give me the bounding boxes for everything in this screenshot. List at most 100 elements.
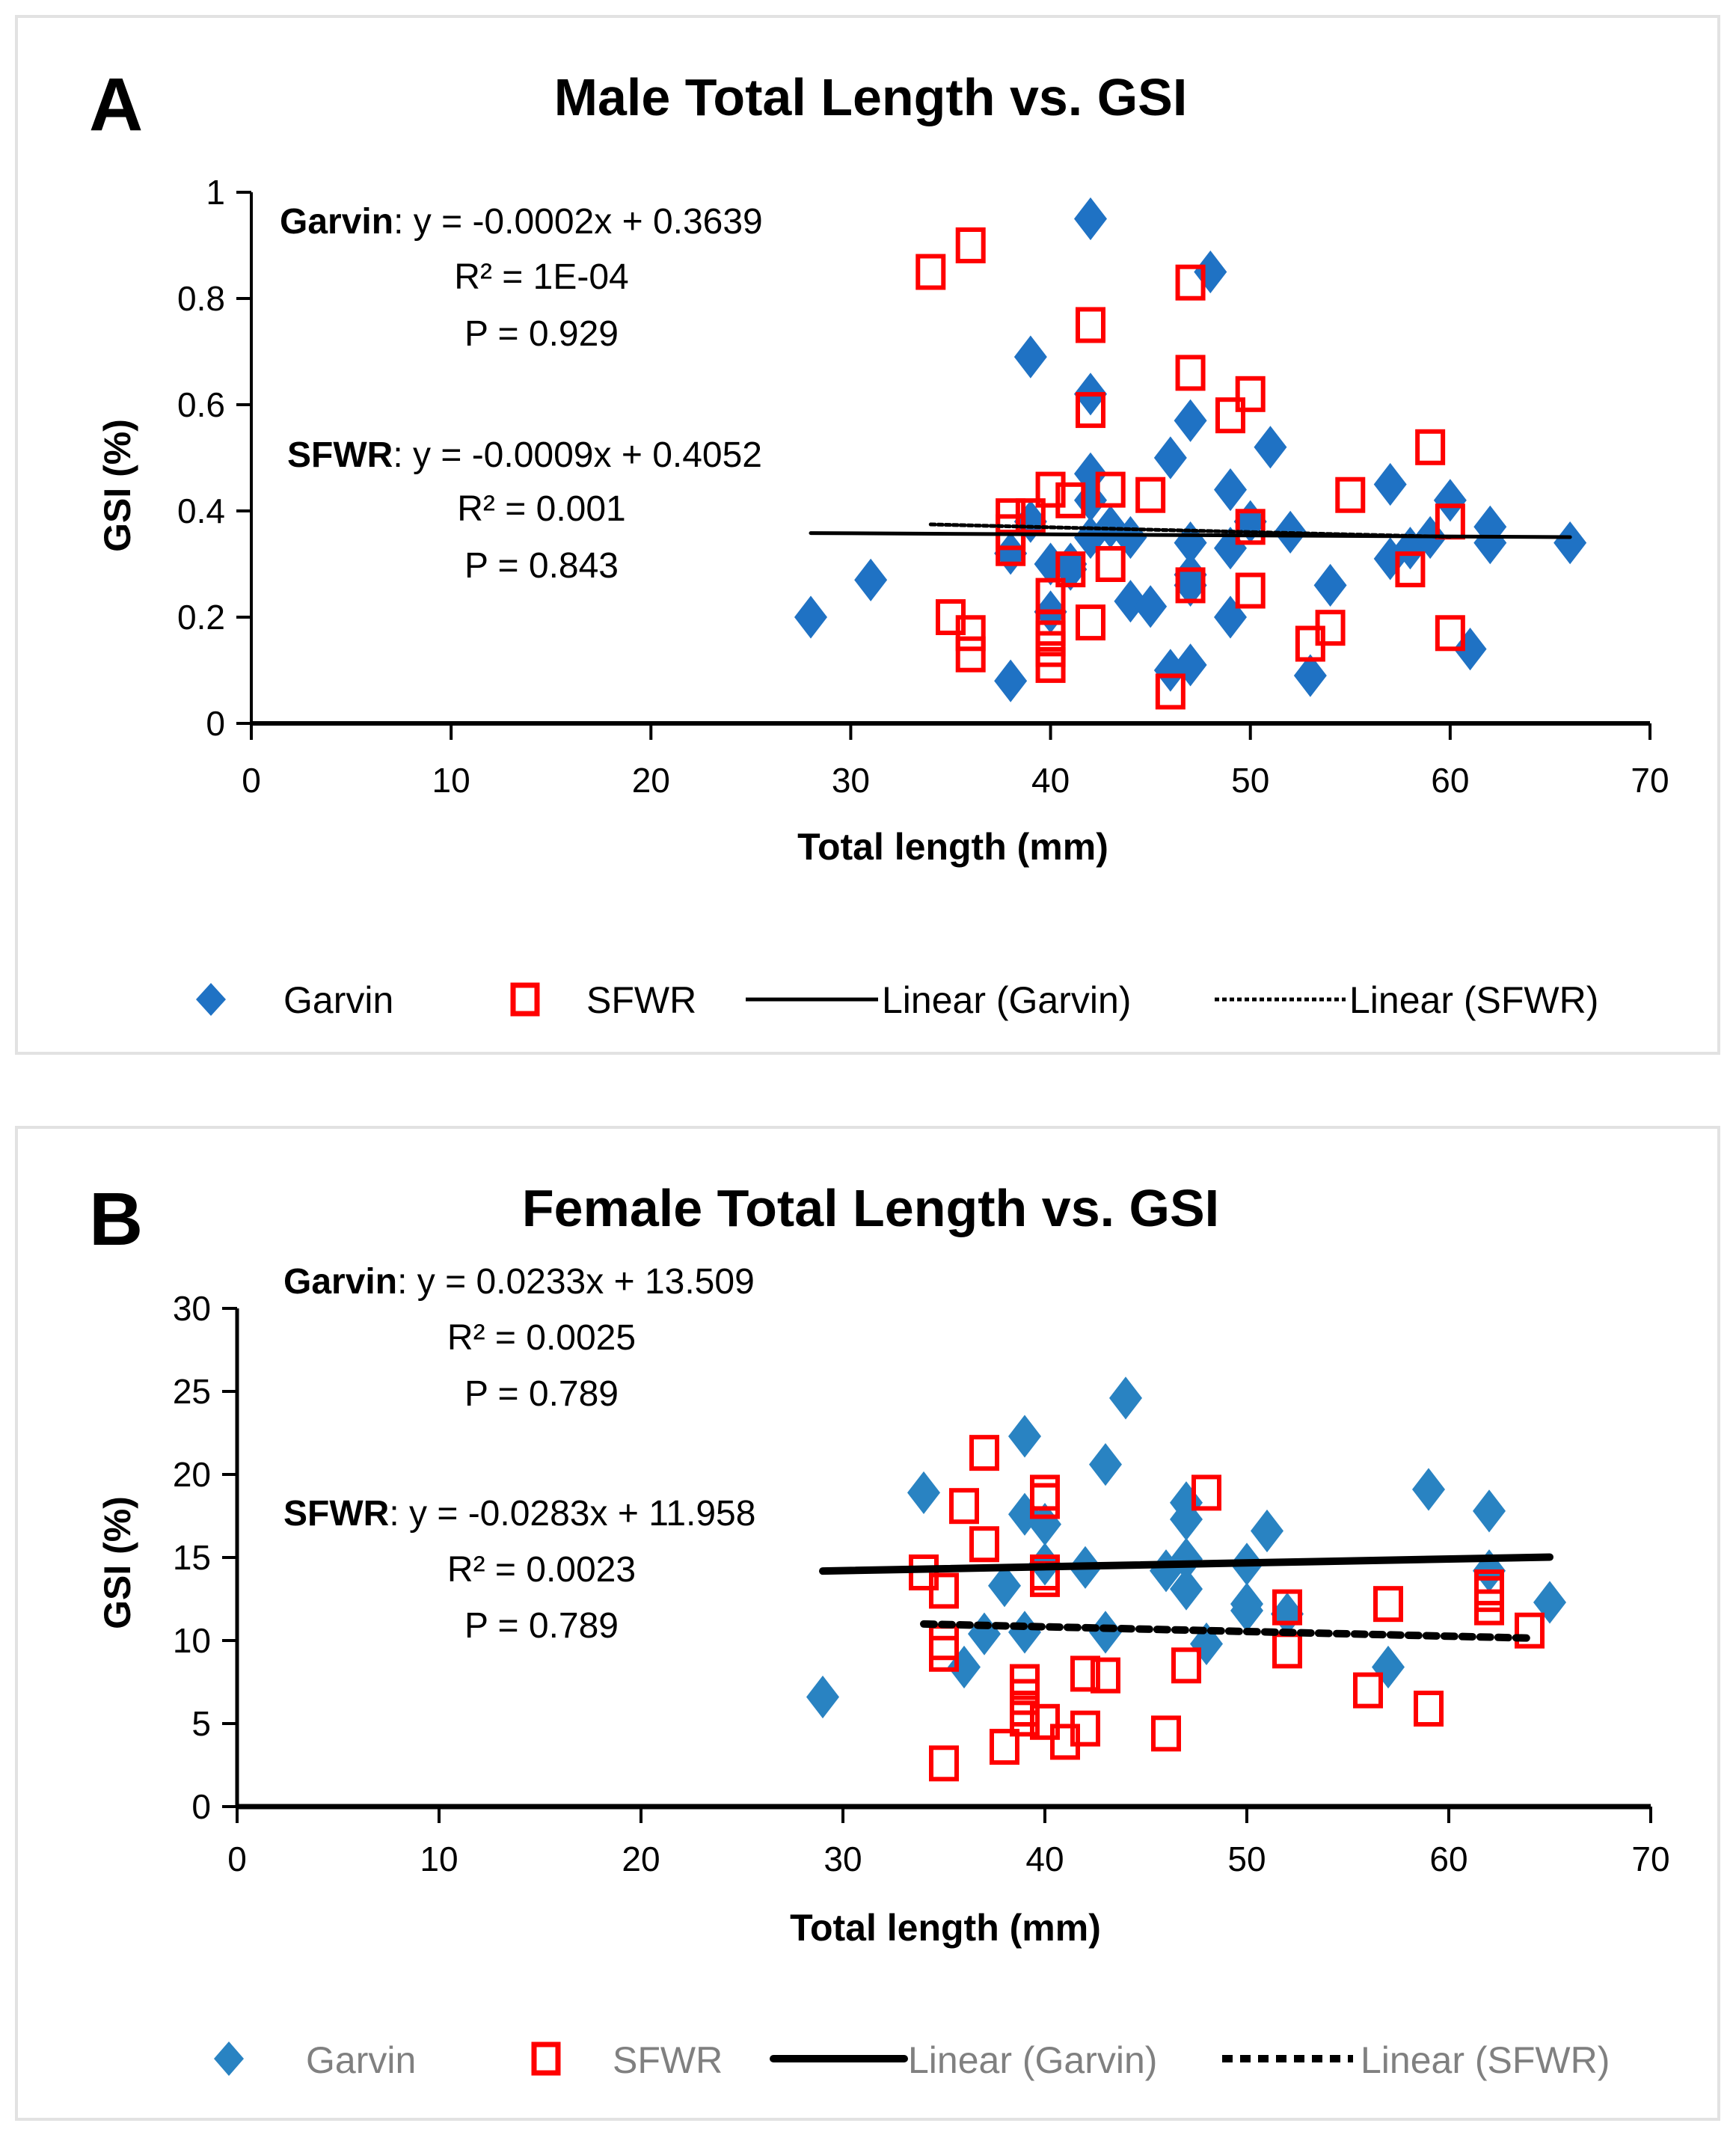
series-a-garvin: [794, 197, 1587, 702]
data-point-sfwr: [1272, 1589, 1302, 1626]
legend-b-sfwr-icon: [531, 2041, 561, 2076]
data-point-garvin: [1170, 1567, 1203, 1611]
data-point-garvin: [1393, 527, 1427, 570]
data-point-sfwr: [1353, 1672, 1383, 1709]
plot-area-a: 0 10 20 30 40 50 60 70 0 0.2 0.4 0.6 0.8 1: [177, 173, 1669, 800]
data-point-garvin: [1074, 197, 1107, 241]
x-tick-label: 0: [227, 1840, 247, 1878]
x-tick-label: 0: [242, 761, 261, 800]
eq-b-garvin: Garvin: y = 0.0233x + 13.509: [283, 1262, 755, 1302]
chart-b-svg: B Female Total Length vs. GSI Total leng…: [89, 1177, 1670, 2081]
data-point-garvin: [1251, 1509, 1283, 1553]
y-tick-label: 15: [173, 1538, 211, 1577]
panel-letter-a: A: [89, 63, 143, 147]
data-point-garvin: [1553, 521, 1587, 565]
x-tick-label: 10: [432, 761, 470, 800]
data-point-garvin: [1008, 1611, 1041, 1654]
data-point-sfwr: [1395, 551, 1426, 588]
y-tick-label: 20: [173, 1455, 211, 1494]
panel-a-male-chart: A Male Total Length vs. GSI Total length…: [15, 15, 1720, 1055]
chart-a-annotation-sfwr: SFWR: y = -0.0009x + 0.4052 R² = 0.001 P…: [287, 435, 762, 586]
data-point-garvin: [1533, 1581, 1566, 1624]
x-tick-label: 50: [1231, 761, 1269, 800]
legend-a-sfwr-icon: [510, 982, 540, 1017]
data-point-garvin: [994, 659, 1028, 702]
data-point-garvin: [1174, 399, 1207, 442]
y-tick-label: 1: [206, 173, 225, 212]
data-point-sfwr: [1175, 567, 1206, 604]
data-point-sfwr: [1414, 1691, 1444, 1727]
y-tick-label: 0: [206, 704, 225, 743]
data-point-garvin: [1271, 1592, 1304, 1636]
data-point-garvin: [806, 1675, 839, 1719]
data-point-sfwr: [1435, 615, 1465, 652]
chart-b-annotation-garvin: Garvin: y = 0.0233x + 13.509 R² = 0.0025…: [283, 1262, 755, 1414]
data-point-garvin: [1313, 563, 1347, 607]
chart-b-xlabel: Total length (mm): [790, 1907, 1101, 1949]
trendline-b-garvin: [819, 1553, 1553, 1575]
data-point-garvin: [1412, 1468, 1445, 1511]
r2-a-sfwr: R² = 0.001: [457, 489, 625, 529]
trendline-a-sfwr: [928, 522, 1453, 539]
data-point-sfwr: [929, 1572, 959, 1609]
data-point-garvin: [1153, 436, 1187, 480]
chart-a-annotation-garvin: Garvin: y = -0.0002x + 0.3639 R² = 1E-04…: [280, 202, 763, 354]
legend-b-garvin-icon: [214, 2041, 244, 2076]
data-point-garvin: [948, 1645, 981, 1689]
data-point-garvin: [1109, 1376, 1142, 1420]
data-point-sfwr: [1030, 1483, 1060, 1519]
x-tick-label: 20: [622, 1840, 660, 1878]
data-point-sfwr: [955, 227, 986, 263]
data-point-sfwr: [929, 1745, 959, 1782]
p-a-sfwr: P = 0.843: [464, 546, 619, 586]
data-point-sfwr: [990, 1729, 1019, 1765]
data-point-sfwr: [1095, 546, 1126, 582]
data-point-garvin: [1473, 521, 1507, 565]
data-point-garvin: [1134, 585, 1168, 628]
data-point-garvin: [1170, 1537, 1203, 1581]
data-point-sfwr: [1235, 509, 1266, 545]
chart-a-svg: A Male Total Length vs. GSI Total length…: [89, 63, 1669, 1021]
r2-b-sfwr: R² = 0.0023: [447, 1550, 636, 1590]
x-tick-label: 60: [1431, 761, 1469, 800]
legend-a-linear-sfwr: Linear (SFWR): [1349, 979, 1598, 1021]
data-point-sfwr: [1091, 1657, 1120, 1694]
data-point-garvin: [1028, 1503, 1061, 1546]
data-point-garvin: [1230, 1589, 1263, 1632]
p-a-garvin: P = 0.929: [464, 314, 619, 354]
legend-a-sfwr: SFWR: [586, 979, 696, 1021]
chart-a-ylabel: GSI (%): [96, 419, 138, 552]
data-point-garvin: [1089, 1443, 1122, 1486]
data-point-sfwr: [1175, 264, 1206, 301]
data-point-sfwr: [1474, 1589, 1504, 1626]
y-tick-label: 30: [173, 1289, 211, 1328]
legend-b-linear-sfwr: Linear (SFWR): [1361, 2039, 1610, 2081]
data-point-sfwr: [1135, 477, 1166, 513]
data-point-sfwr: [1035, 471, 1066, 508]
trendline-b-sfwr: [920, 1620, 1533, 1642]
data-point-sfwr: [1055, 482, 1086, 518]
chart-b-annotation-sfwr: SFWR: y = -0.0283x + 11.958 R² = 0.0023 …: [283, 1494, 755, 1646]
x-tick-label: 60: [1429, 1840, 1467, 1878]
y-tick-label: 0.6: [177, 385, 225, 424]
x-tick-label: 40: [1025, 1840, 1064, 1878]
legend-a-garvin-icon: [196, 983, 226, 1016]
data-point-sfwr: [929, 1624, 959, 1661]
data-point-garvin: [1150, 1549, 1183, 1593]
data-point-sfwr: [1151, 1715, 1181, 1752]
y-tick-label: 0.8: [177, 279, 225, 318]
data-point-garvin: [1214, 527, 1247, 570]
y-tick-label: 0.2: [177, 598, 225, 637]
data-point-garvin: [994, 532, 1028, 575]
chart-b-title: Female Total Length vs. GSI: [522, 1179, 1219, 1237]
chart-a-legend: Garvin SFWR Linear (Garvin) Linear (SFWR…: [196, 979, 1598, 1021]
data-point-garvin: [1013, 335, 1047, 379]
legend-b-sfwr: SFWR: [613, 2039, 723, 2081]
data-point-sfwr: [1155, 673, 1186, 710]
series-b-garvin: [806, 1376, 1566, 1719]
data-point-sfwr: [1030, 1703, 1060, 1740]
data-point-garvin: [1174, 563, 1207, 607]
data-point-sfwr: [1095, 471, 1126, 508]
chart-a-xlabel: Total length (mm): [797, 826, 1108, 868]
data-point-garvin: [988, 1564, 1021, 1608]
